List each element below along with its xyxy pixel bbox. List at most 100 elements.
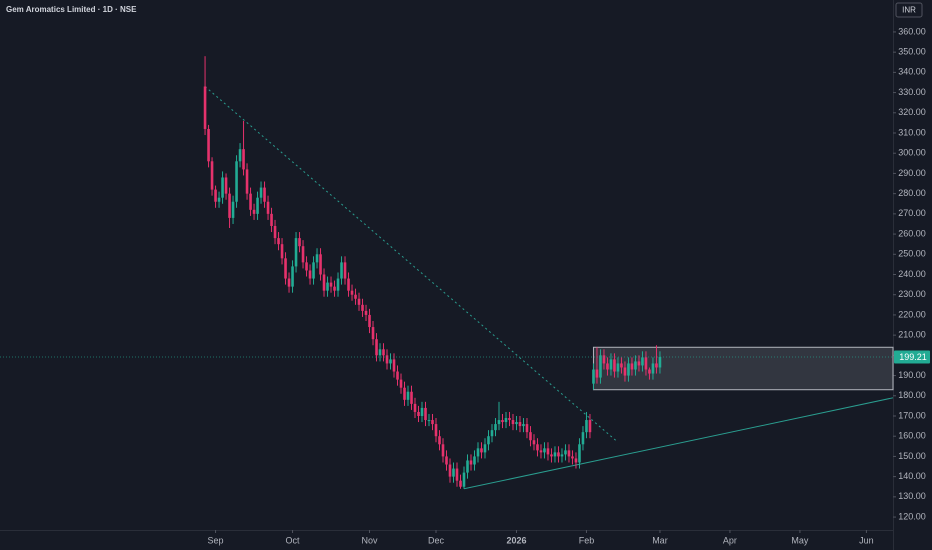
candle-body [427, 420, 431, 422]
candle-body [210, 161, 214, 190]
candle-body [634, 361, 637, 370]
candle-body [553, 452, 557, 457]
x-tick-label: Oct [286, 535, 301, 545]
candle-body [389, 359, 392, 364]
y-tick-label: 260.00 [898, 228, 926, 238]
candle-body [347, 278, 350, 291]
x-tick-label: Apr [723, 535, 737, 545]
y-tick-label: 310.00 [898, 127, 926, 137]
candle-body [452, 468, 455, 477]
candle-body [532, 440, 536, 445]
candle-body [501, 420, 504, 423]
x-tick-label: Dec [428, 535, 445, 545]
candle-body [658, 356, 662, 368]
candle-body [480, 448, 483, 453]
currency-label[interactable]: INR [902, 6, 916, 15]
candle-body [245, 169, 249, 194]
candle-body [294, 238, 298, 267]
candle-body [305, 262, 308, 271]
candle-body [256, 197, 259, 214]
candle-body [459, 480, 462, 487]
candle-body [375, 339, 378, 356]
candle-body [651, 363, 655, 374]
x-tick-label: Nov [362, 535, 379, 545]
candle-body [420, 407, 424, 416]
candle-body [252, 209, 256, 214]
candle-body [368, 314, 371, 328]
candle-body [385, 355, 389, 364]
x-tick-label: Sep [208, 535, 224, 545]
candle-body [588, 420, 592, 433]
y-tick-label: 300.00 [898, 148, 926, 158]
y-tick-label: 130.00 [898, 491, 926, 501]
candle-body [277, 238, 280, 245]
chart-title: Gem Aromatics Limited · 1D · NSE [6, 5, 137, 14]
candle-body [564, 450, 567, 455]
trendline [463, 397, 894, 490]
candle-body [336, 278, 340, 291]
candle-body [203, 86, 207, 129]
candle-body [494, 424, 497, 431]
candle-body [511, 420, 515, 425]
candle-body [599, 355, 602, 378]
y-tick-label: 360.00 [898, 26, 926, 36]
candle-body [529, 432, 532, 441]
candle-body [609, 359, 613, 370]
candle-body [410, 391, 413, 404]
candle-body [221, 177, 224, 198]
candle-body [224, 177, 228, 194]
candle-body [217, 197, 221, 202]
candle-body [637, 361, 641, 366]
currency-box[interactable] [895, 2, 923, 18]
candle-body [371, 327, 375, 340]
candle-body [455, 468, 459, 481]
y-tick-label: 320.00 [898, 107, 926, 117]
candle-body [298, 238, 301, 247]
candle-body [627, 363, 630, 376]
candle-body [333, 286, 336, 291]
candle-body [441, 444, 445, 457]
y-tick-label: 180.00 [898, 390, 926, 400]
candle-body [462, 472, 466, 487]
candle-body [382, 349, 385, 356]
candle-body [424, 407, 427, 421]
y-tick-label: 230.00 [898, 289, 926, 299]
candle-body [550, 454, 553, 457]
x-tick-label: Jun [859, 535, 874, 545]
y-tick-label: 350.00 [898, 47, 926, 57]
candle-body [343, 262, 347, 279]
candle-body [354, 294, 357, 299]
candle-body [329, 282, 333, 287]
candle-body [543, 448, 546, 453]
candle-body [270, 213, 273, 226]
candle-body [508, 418, 511, 421]
candle-body [655, 363, 658, 368]
y-tick-label: 160.00 [898, 431, 926, 441]
last-price-box [894, 350, 930, 364]
candle-body [595, 369, 599, 378]
candle-body [473, 456, 476, 465]
candle-body [483, 444, 487, 453]
candle-body [536, 444, 539, 451]
y-tick-label: 150.00 [898, 451, 926, 461]
y-tick-label: 280.00 [898, 188, 926, 198]
candle-body [602, 355, 606, 364]
y-tick-label: 190.00 [898, 370, 926, 380]
candle-body [326, 282, 329, 291]
candle-body [616, 363, 620, 372]
candle-body [445, 456, 448, 465]
x-tick-label: 2026 [506, 535, 526, 545]
candle-body [238, 149, 242, 162]
candle-body [396, 371, 399, 380]
candle-body [557, 452, 560, 457]
candle-body [518, 422, 522, 427]
candle-body [403, 387, 406, 400]
candle-body [361, 304, 364, 311]
candle-body [322, 274, 326, 291]
y-tick-label: 250.00 [898, 249, 926, 259]
candle-body [525, 424, 529, 433]
y-tick-label: 240.00 [898, 269, 926, 279]
candle-body [574, 458, 578, 463]
